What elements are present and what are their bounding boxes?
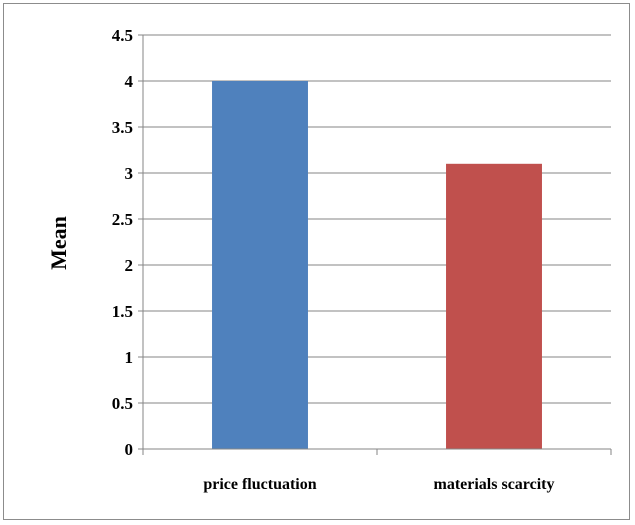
bar-price-fluctuation	[212, 81, 308, 449]
bars	[212, 81, 542, 450]
y-tick-label: 2	[125, 256, 134, 275]
y-tick-label: 4.5	[112, 26, 133, 45]
y-axis-title: Mean	[46, 216, 71, 270]
y-tick-label: 1.5	[112, 302, 133, 321]
axes	[138, 34, 612, 455]
y-tick-label: 0	[125, 440, 134, 459]
x-category-label: price fluctuation	[203, 476, 316, 493]
labels: 0 0.5 1 1.5 2 2.5 3 3.5 4 4.5 price fluctuation mat…	[112, 26, 555, 493]
y-tick-label: 3	[125, 164, 134, 183]
y-tick-label: 1	[125, 348, 134, 367]
y-tick-label: 4	[125, 72, 134, 91]
bar-materials-scarcity	[446, 163, 542, 450]
y-tick-label: 0.5	[112, 394, 133, 413]
y-tick-label: 2.5	[112, 210, 133, 229]
x-category-label: materials scarcity	[434, 476, 555, 493]
y-tick-label: 3.5	[112, 118, 133, 137]
